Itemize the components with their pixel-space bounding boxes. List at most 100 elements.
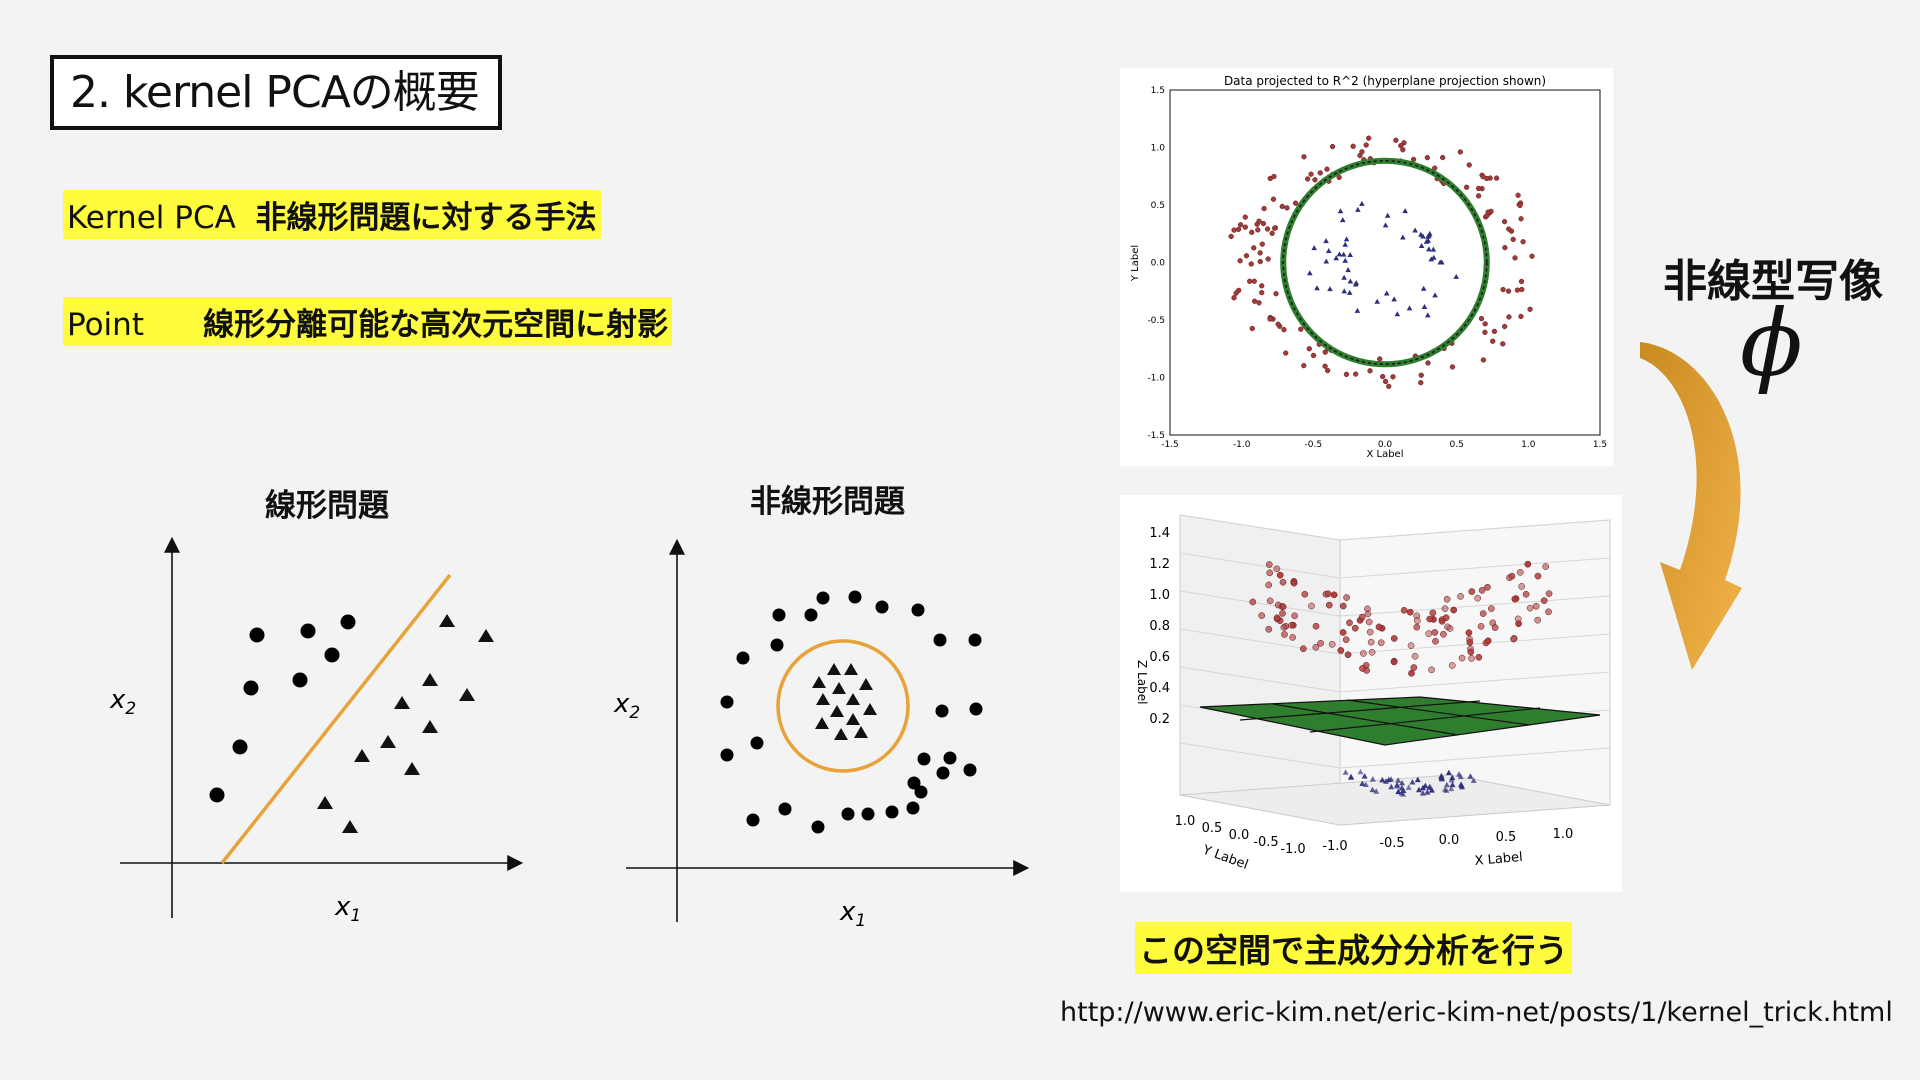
- chart-3d-outer-point: [1431, 629, 1439, 636]
- chart-3d-outer-point: [1408, 669, 1415, 677]
- chart-2d-outer-point: [1482, 329, 1488, 335]
- chart-3d-outer-point: [1330, 591, 1338, 599]
- nonlinear-circle-points: [720, 590, 983, 834]
- chart-2d-outer-point: [1283, 350, 1289, 356]
- chart-3d-outer-point: [1339, 602, 1347, 610]
- linear-separator-line: [220, 573, 452, 865]
- chart-3d-outer-point: [1364, 610, 1372, 618]
- chart-2d-outer-point: [1242, 224, 1248, 230]
- chart-2d-outer-point: [1512, 255, 1518, 261]
- chart-3d-outer-point: [1484, 637, 1492, 645]
- chart-3d-outer-point: [1279, 603, 1287, 611]
- kernel-pca-desc: 非線形問題に対する手法: [255, 200, 597, 236]
- chart-3d-panel: 1.4 1.2 1.0 0.8 0.6 0.4 0.2 -1.0 -0.5 0.0 0.5 1.0 …: [1120, 495, 1622, 892]
- chart-2d-outer-point: [1500, 341, 1506, 347]
- chart-2d-outer-point: [1270, 196, 1277, 202]
- chart-2d-outer-point: [1400, 147, 1406, 153]
- chart-2d-outer-point: [1265, 256, 1271, 262]
- chart-3d-inner-point: [1373, 788, 1380, 794]
- chart-2d-outer-point: [1243, 253, 1250, 259]
- chart-3d-outer-point: [1474, 594, 1482, 602]
- chart-3d-outer-point: [1317, 639, 1324, 647]
- mapping-label: 非線型写像: [1663, 256, 1883, 307]
- chart-3d-inner-point: [1409, 778, 1416, 785]
- chart-3d-outer-point: [1377, 639, 1385, 647]
- chart-3d-outer-point: [1407, 642, 1415, 649]
- chart-3d-outer-point: [1425, 630, 1433, 638]
- chart-3d-inner-point: [1449, 774, 1456, 781]
- chart-2d-outer-point: [1231, 227, 1237, 233]
- chart-3d-inner-point: [1399, 779, 1406, 786]
- chart-2d-inner-point: [1426, 232, 1432, 238]
- nonlinear-separator-circle: [776, 639, 910, 773]
- chart-3d-outer-point: [1281, 631, 1288, 638]
- chart-2d-outer-point: [1279, 203, 1285, 210]
- chart-2d-outer-point: [1502, 323, 1508, 330]
- chart-3d-gridline: [1339, 519, 1611, 541]
- point-desc: 線形分離可能な高次元空間に射影: [203, 307, 669, 343]
- chart-3d-outer-point: [1299, 645, 1307, 653]
- chart-2d-outer-point: [1281, 327, 1287, 333]
- chart-2d-outer-point: [1527, 306, 1533, 312]
- chart-2d-outer-point: [1251, 298, 1258, 304]
- chart-3d-xtick: 1.0: [1553, 827, 1574, 842]
- chart-3d-outer-point: [1279, 578, 1287, 586]
- chart-3d-inner-point: [1405, 784, 1412, 790]
- chart-3d-outer-point: [1365, 618, 1373, 626]
- chart-2d-outer-point: [1312, 177, 1318, 183]
- chart-2d-inner-point: [1325, 247, 1332, 253]
- chart-2d-outer-point: [1267, 316, 1273, 322]
- chart-2d-outer-point: [1306, 346, 1312, 352]
- chart-2d-outer-point: [1457, 149, 1463, 155]
- chart-3d-outer-point: [1413, 623, 1421, 631]
- slide-title: 2. kernel PCAの概要: [50, 55, 502, 130]
- chart-3d-ztick: 0.4: [1149, 681, 1170, 696]
- chart-3d-outer-point: [1339, 629, 1347, 636]
- chart-2d-inner-point: [1333, 255, 1339, 261]
- chart-3d-outer-point: [1475, 653, 1483, 661]
- chart-2d-outer-point: [1505, 288, 1512, 294]
- chart-3d-outer-point: [1301, 590, 1309, 598]
- linear-circle-points: [209, 614, 356, 803]
- chart-2d-outer-point: [1257, 258, 1263, 265]
- chart-2d-outer-point: [1475, 185, 1482, 192]
- chart-3d-outer-point: [1478, 586, 1486, 594]
- chart-2d-outer-point: [1418, 372, 1424, 378]
- point-term: Point: [67, 307, 144, 343]
- chart-2d-inner-point: [1400, 234, 1406, 240]
- chart-2d-inner-point: [1424, 312, 1431, 318]
- chart-2d-inner-point: [1339, 217, 1346, 223]
- chart-3d-outer-point: [1406, 608, 1414, 616]
- chart-2d-inner-point: [1383, 290, 1390, 296]
- chart-2d-xtick: -1.0: [1233, 440, 1251, 450]
- chart-3d-outer-point: [1442, 614, 1450, 622]
- chart-2d-outer-point: [1317, 170, 1323, 176]
- chart-3d-outer-point: [1524, 560, 1532, 568]
- chart-2d-inner-point: [1406, 305, 1413, 311]
- chart-3d-gridline: [1179, 666, 1341, 693]
- chart-3d-inner-point: [1445, 769, 1452, 776]
- chart-2d-outer-point: [1519, 286, 1525, 293]
- chart-2d-outer-point: [1518, 278, 1525, 285]
- linear-y-label: x2: [110, 685, 136, 719]
- chart-2d-outer-point: [1510, 236, 1516, 243]
- chart-2d-inner-point: [1323, 258, 1330, 264]
- chart-3d-outer-point: [1532, 602, 1540, 610]
- chart-2d-inner-point: [1345, 267, 1351, 273]
- chart-2d-outer-point: [1301, 362, 1307, 369]
- chart-3d-inner-point: [1361, 773, 1368, 779]
- chart-2d-ytick: 0.0: [1151, 259, 1166, 269]
- chart-2d-outer-point: [1259, 283, 1265, 289]
- chart-2d-outer-point: [1393, 137, 1399, 143]
- chart-2d-outer-point: [1529, 253, 1535, 259]
- chart-2d-inner-point: [1359, 200, 1365, 206]
- chart-2d-boundary-dash: [1282, 159, 1488, 366]
- chart-3d-inner-point: [1419, 790, 1426, 796]
- phi-symbol: ϕ: [1740, 290, 1803, 397]
- chart-3d-outer-point: [1540, 597, 1548, 604]
- chart-3d-inner-point: [1426, 784, 1433, 790]
- chart-3d-outer-point: [1289, 634, 1296, 641]
- chart-2d-inner-point: [1342, 257, 1349, 263]
- chart-3d-outer-point: [1466, 639, 1474, 646]
- chart-3d-outer-point: [1429, 609, 1437, 617]
